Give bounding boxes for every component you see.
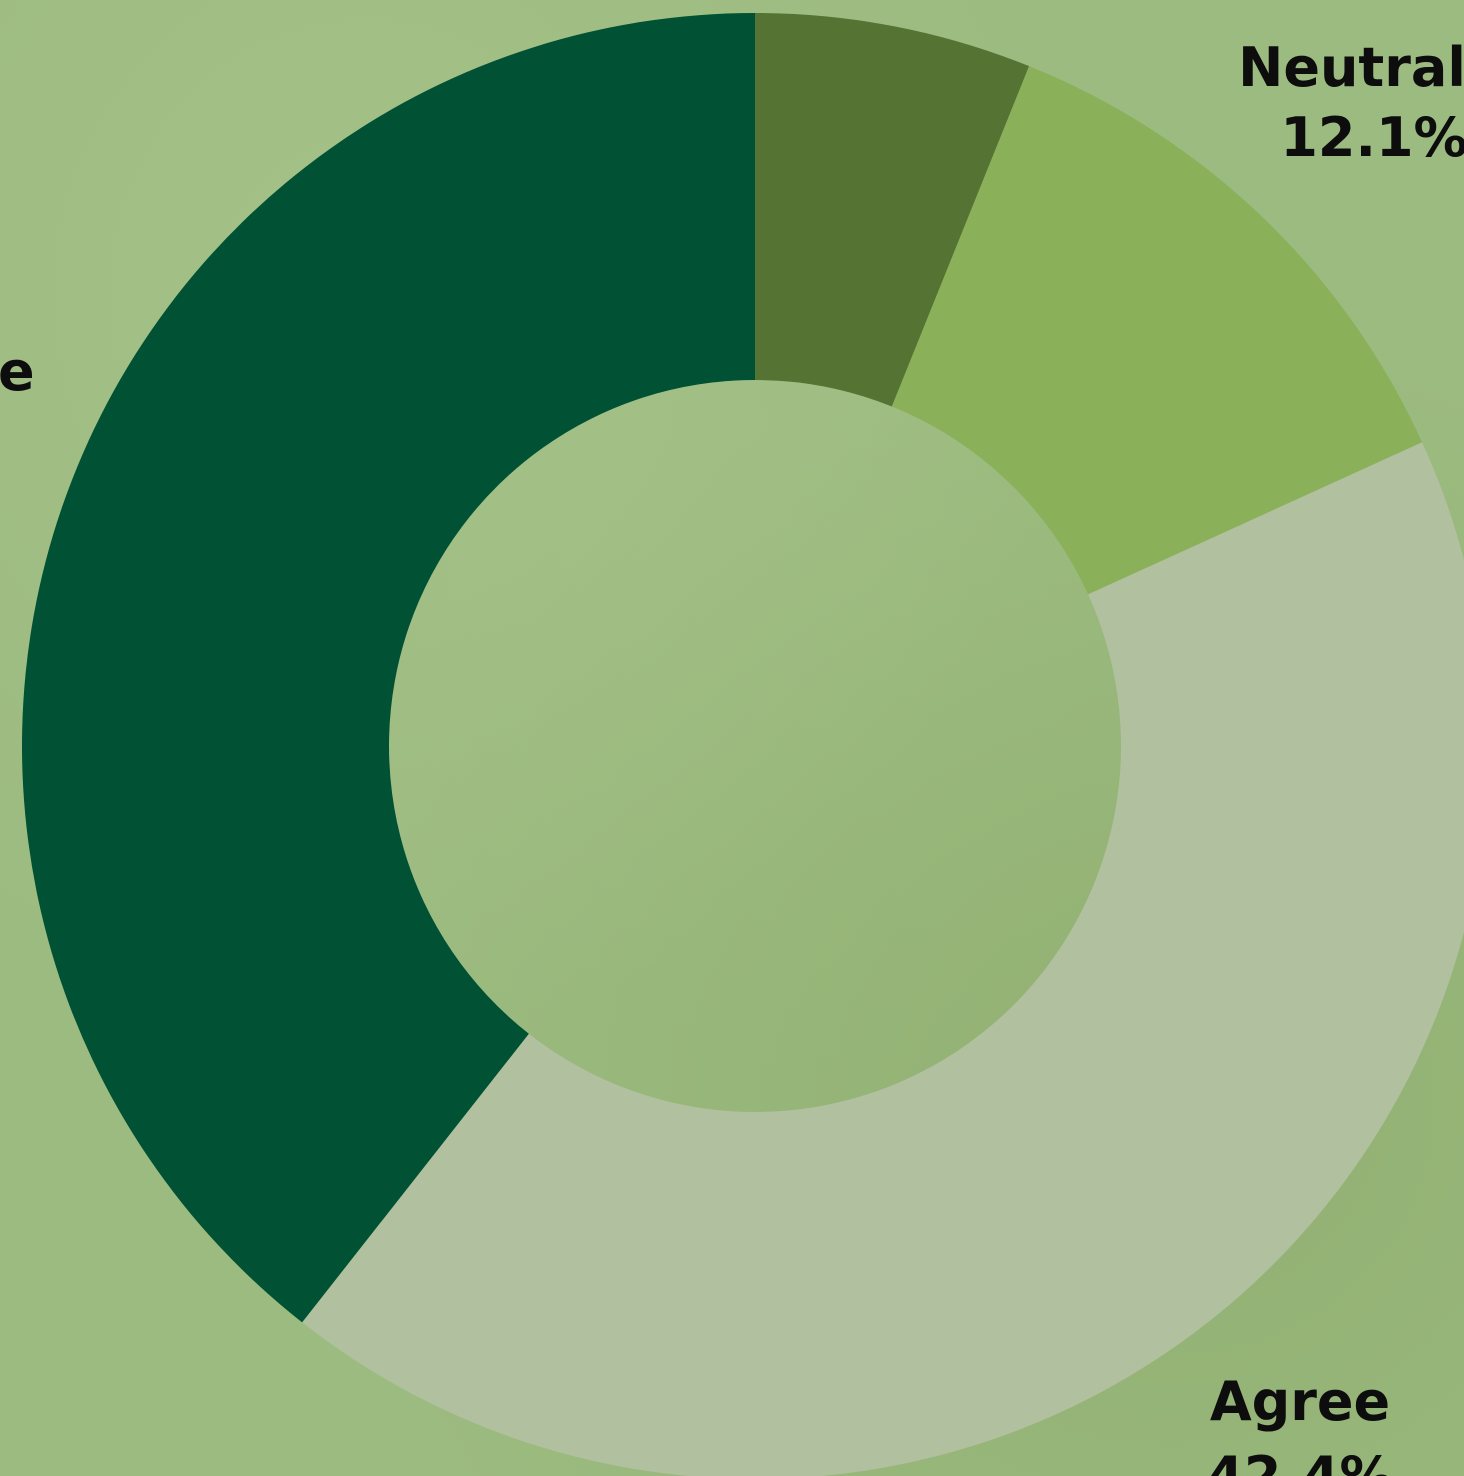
slice-value-agree: 42.4%: [1206, 1445, 1393, 1476]
slice-value-neutral: 12.1%: [1280, 106, 1464, 169]
slice-label-neutral: Neutral: [1238, 36, 1464, 99]
slice-label-agree: Agree: [1210, 1370, 1390, 1433]
donut-slices: [22, 13, 1464, 1476]
donut-slice-agree: [302, 442, 1464, 1476]
donut-slice-slice-3: [22, 13, 755, 1323]
donut-slice-neutral: [891, 66, 1423, 595]
slice-label-left-partial: e: [0, 340, 35, 403]
donut-slice-slice-0: [755, 13, 1030, 407]
